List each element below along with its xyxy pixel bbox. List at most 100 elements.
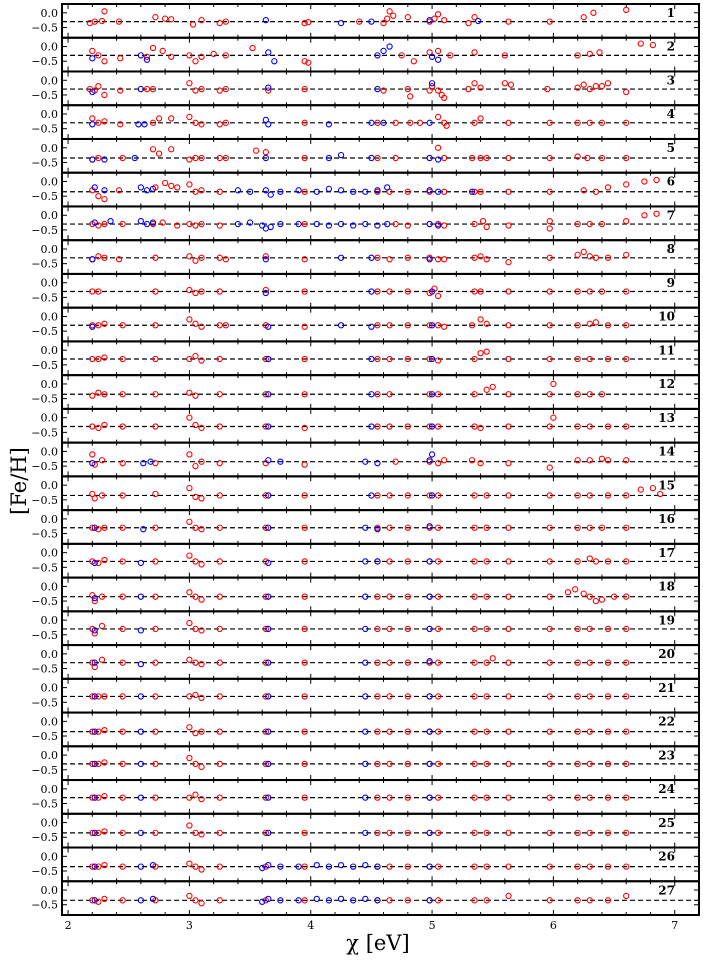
fe1-point bbox=[95, 829, 102, 836]
fe1-point bbox=[101, 861, 108, 869]
panel-6: 0.0−0.5 6 bbox=[31, 171, 700, 208]
fe1-point bbox=[115, 187, 123, 194]
fe1-point bbox=[623, 217, 630, 225]
fe1-point bbox=[152, 625, 159, 633]
fe1-point bbox=[483, 897, 490, 904]
fe1-point bbox=[580, 248, 587, 256]
fe1-point bbox=[262, 524, 269, 531]
fe1-point bbox=[119, 558, 126, 565]
fe1-point bbox=[447, 52, 454, 59]
fe2-point bbox=[265, 659, 272, 666]
fe1-point bbox=[546, 492, 553, 499]
fe1-point bbox=[471, 288, 478, 295]
fe1-point bbox=[186, 754, 193, 762]
fe2-point bbox=[141, 121, 148, 128]
fe1-point bbox=[119, 829, 126, 836]
fe1-point bbox=[152, 794, 159, 801]
fe2-point bbox=[262, 187, 269, 194]
fe1-point bbox=[198, 254, 205, 261]
fe1-point bbox=[623, 625, 630, 633]
fe2-point bbox=[137, 897, 145, 904]
fe1-point bbox=[592, 254, 600, 261]
panel-label: 26 bbox=[658, 850, 675, 864]
fe1-point bbox=[598, 524, 606, 531]
fe2-point bbox=[428, 451, 436, 458]
fe1-point bbox=[174, 222, 181, 229]
fe1-point bbox=[574, 897, 581, 904]
panel-frame bbox=[61, 441, 700, 478]
fe1-point bbox=[604, 80, 612, 87]
fe1-point bbox=[505, 423, 512, 430]
fe1-point bbox=[404, 760, 411, 768]
fe1-point bbox=[198, 495, 205, 502]
fe1-point bbox=[186, 822, 193, 829]
panel-label: 12 bbox=[658, 377, 675, 391]
y-tick-label: −0.5 bbox=[31, 258, 58, 271]
fe1-point bbox=[222, 52, 229, 59]
panel-frame bbox=[61, 880, 700, 917]
fe1-point bbox=[546, 18, 553, 25]
fe1-point bbox=[119, 760, 126, 768]
fe2-point bbox=[295, 187, 302, 194]
panel-label: 5 bbox=[667, 141, 675, 155]
x-tick-label: 4 bbox=[307, 919, 314, 932]
fe1-point bbox=[505, 892, 512, 900]
y-tick-label: −0.5 bbox=[31, 325, 58, 338]
fe1-point bbox=[101, 727, 108, 734]
panel-label: 3 bbox=[667, 73, 675, 87]
fe2-point bbox=[137, 728, 145, 735]
fe1-point bbox=[471, 524, 478, 531]
fe1-point bbox=[198, 154, 205, 162]
fe1-point bbox=[604, 184, 612, 191]
fe1-point bbox=[477, 424, 484, 432]
fe1-point bbox=[580, 14, 587, 21]
fe1-point bbox=[301, 829, 308, 836]
fe1-point bbox=[649, 484, 657, 492]
fe1-point bbox=[465, 85, 472, 93]
panel-label: 18 bbox=[658, 580, 675, 594]
panel-label: 24 bbox=[658, 782, 675, 796]
fe1-point bbox=[98, 492, 106, 499]
fe1-point bbox=[434, 558, 442, 565]
fe2-point bbox=[137, 794, 145, 801]
fe2-point bbox=[337, 861, 345, 869]
fe1-point bbox=[89, 423, 96, 430]
fe2-point bbox=[265, 423, 272, 430]
fe1-point bbox=[152, 728, 159, 735]
fe1-point bbox=[434, 492, 442, 499]
fe2-point bbox=[137, 85, 145, 93]
fe2-point bbox=[325, 222, 333, 229]
fe1-point bbox=[623, 322, 630, 329]
fe2-point bbox=[259, 898, 266, 905]
fe1-point bbox=[186, 860, 193, 867]
fe1-point bbox=[222, 256, 229, 263]
fe2-point bbox=[368, 119, 375, 126]
fe1-point bbox=[119, 460, 126, 467]
fe2-point bbox=[91, 863, 98, 870]
fe1-point bbox=[483, 558, 490, 565]
panel-label: 17 bbox=[658, 546, 675, 560]
fe1-point bbox=[386, 863, 393, 870]
fe1-point bbox=[434, 357, 442, 364]
fe1-point bbox=[386, 593, 393, 600]
fe1-point bbox=[604, 457, 612, 464]
fe1-point bbox=[483, 492, 490, 499]
fe1-point bbox=[95, 355, 102, 363]
fe1-point bbox=[592, 597, 600, 605]
fe1-point bbox=[262, 253, 269, 260]
fe2-point bbox=[428, 53, 436, 60]
fe1-point bbox=[186, 220, 193, 228]
fe2-point bbox=[277, 458, 284, 465]
fe2-point bbox=[262, 256, 269, 263]
fe2-point bbox=[265, 693, 272, 700]
fe1-point bbox=[604, 254, 612, 261]
fe2-point bbox=[362, 220, 369, 228]
fe1-point bbox=[374, 492, 381, 499]
fe1-point bbox=[192, 493, 199, 501]
fe2-point bbox=[137, 559, 145, 567]
fe1-point bbox=[262, 728, 269, 735]
fe2-point bbox=[368, 492, 375, 499]
fe1-point bbox=[572, 586, 579, 593]
fe2-point bbox=[374, 558, 381, 565]
fe1-point bbox=[434, 829, 442, 836]
